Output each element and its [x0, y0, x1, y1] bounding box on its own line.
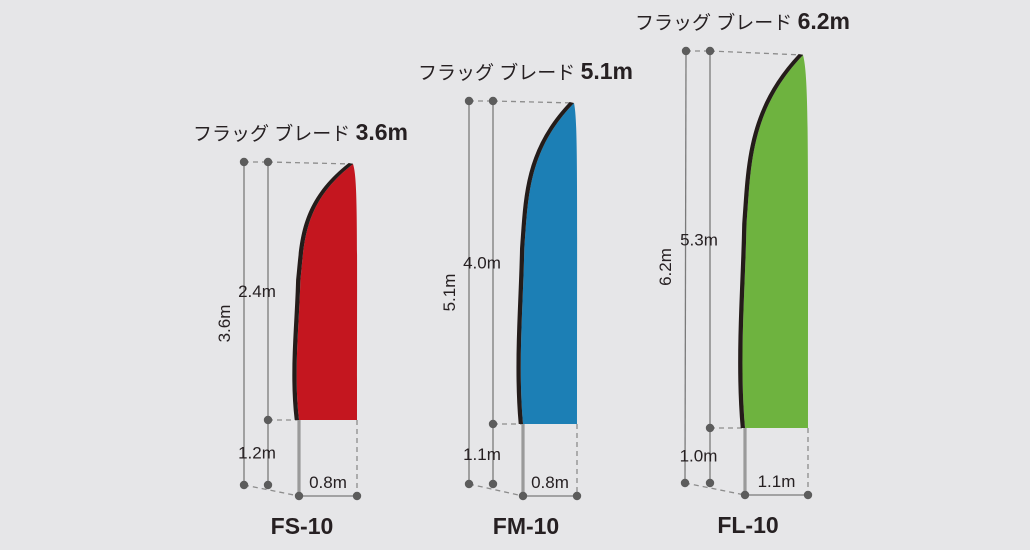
svg-text:0.8m: 0.8m: [531, 473, 569, 492]
svg-text:FL-10: FL-10: [717, 512, 778, 538]
svg-text:6.2m: 6.2m: [656, 248, 675, 286]
svg-text:0.8m: 0.8m: [309, 473, 347, 492]
svg-text:2.4m: 2.4m: [238, 282, 276, 301]
svg-text:1.2m: 1.2m: [238, 444, 276, 463]
svg-text:1.1m: 1.1m: [463, 445, 501, 464]
svg-text:4.0m: 4.0m: [463, 254, 501, 273]
svg-text:3.6m: 3.6m: [215, 305, 234, 343]
svg-text:FM-10: FM-10: [493, 513, 559, 539]
svg-text:1.0m: 1.0m: [680, 447, 718, 466]
svg-text:FS-10: FS-10: [271, 513, 334, 539]
svg-text:5.3m: 5.3m: [680, 231, 718, 250]
svg-text:5.1m: 5.1m: [440, 274, 459, 312]
svg-text:1.1m: 1.1m: [758, 472, 796, 491]
